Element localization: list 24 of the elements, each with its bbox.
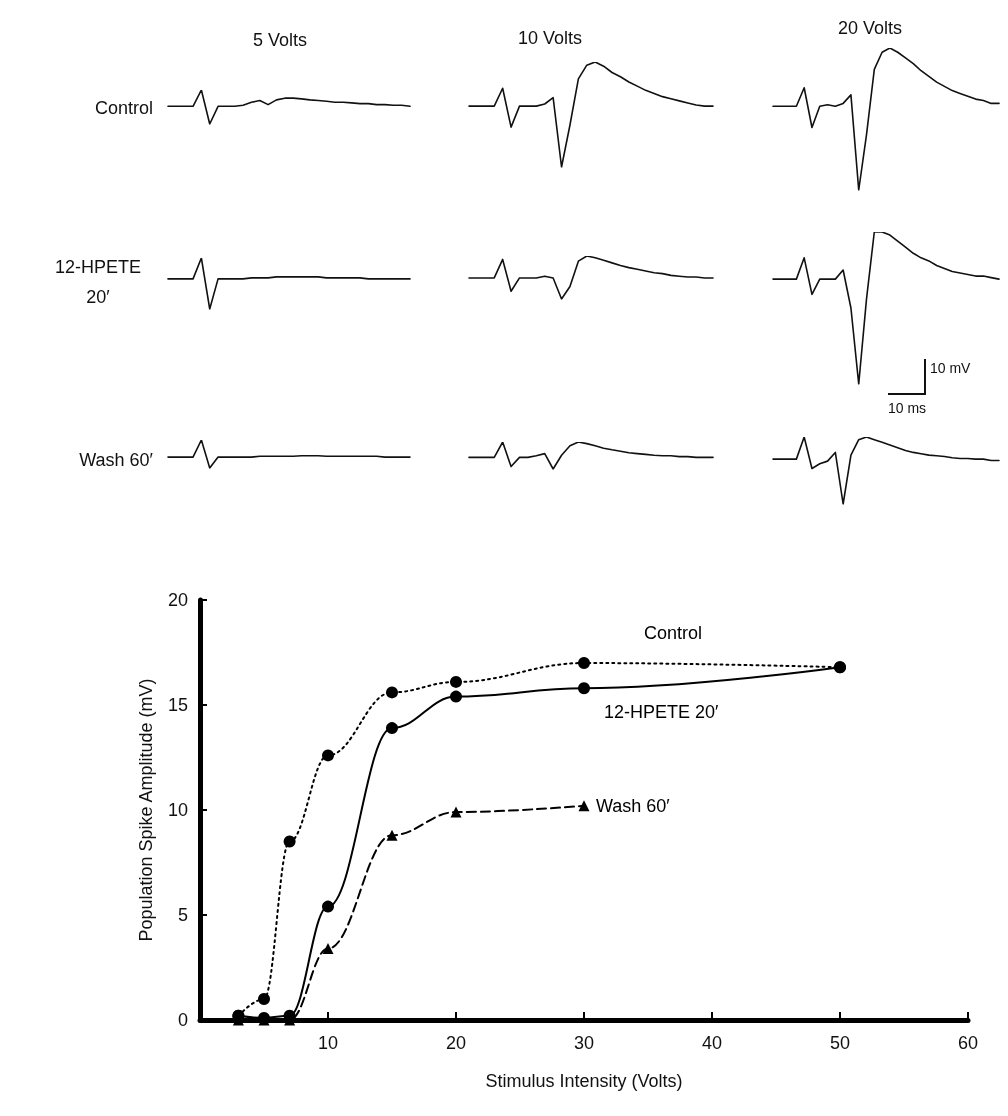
chart-title: 5 Volts — [251, 30, 308, 51]
chart-title: 10 Volts — [516, 28, 583, 49]
y-axis-title: 12-HPETE 20′ — [54, 256, 142, 309]
chart-title: 20 Volts — [836, 18, 903, 39]
series-label: Wash 60′ — [596, 795, 671, 816]
series-label: 12-HPETE 20′ — [604, 702, 720, 723]
x-tick-label: 10 — [317, 1033, 339, 1053]
x-tick-label: 30 — [573, 1033, 595, 1053]
y-tick-label: 15 — [167, 695, 188, 715]
y-tick-label: 5 — [177, 905, 188, 925]
y-tick-label: 0 — [177, 1010, 188, 1030]
x-axis-title: Stimulus Intensity (Volts) — [485, 1071, 683, 1091]
series-label: Control — [644, 623, 703, 643]
y-tick-label: 20 — [167, 590, 188, 610]
annotation: 10 mV — [930, 360, 971, 376]
y-tick-label: 10 — [167, 800, 188, 820]
y-axis-title: Wash 60′ — [79, 450, 153, 471]
y-axis-title: Population Spike Amplitude (mV) — [136, 678, 156, 942]
x-tick-label: 50 — [829, 1033, 851, 1053]
x-tick-label: 20 — [445, 1033, 467, 1053]
x-tick-label: 60 — [957, 1033, 979, 1053]
x-tick-label: 40 — [701, 1033, 723, 1053]
y-axis-title: Control — [94, 98, 153, 119]
text: 10 ms — [888, 400, 927, 416]
